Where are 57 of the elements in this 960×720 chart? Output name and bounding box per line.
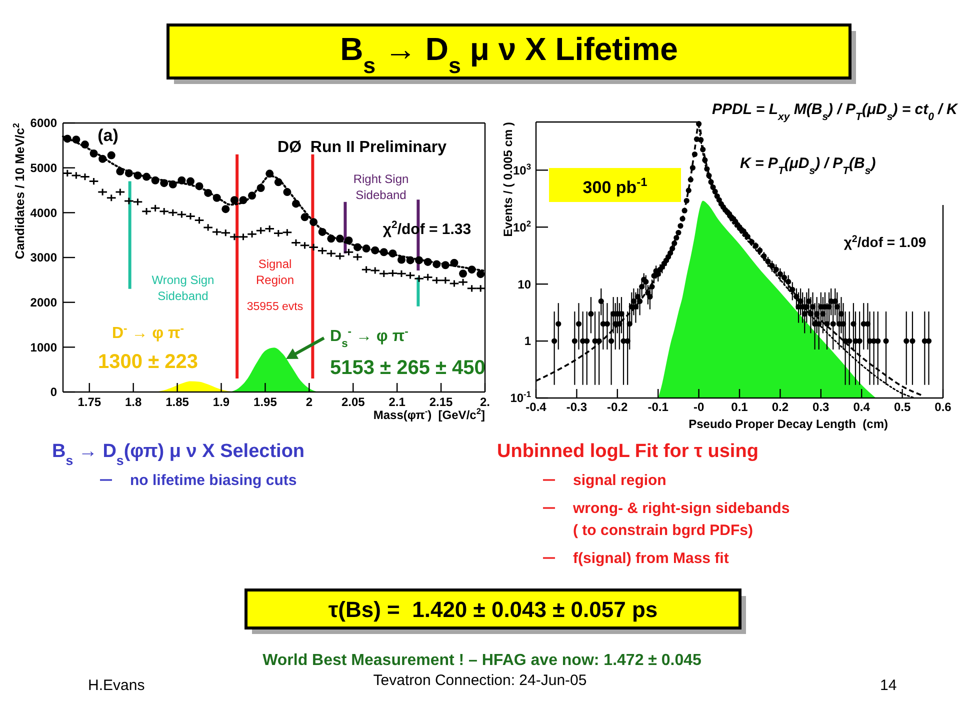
x-tick-label: 1.8	[124, 395, 142, 409]
annotation: 300 pb$^{-1}$	[582, 175, 648, 197]
y-tick-label: 1000	[30, 340, 58, 354]
x-tick-label: -0.3	[566, 400, 588, 414]
annotation: χ$^{2}$/dof = 1.09	[844, 234, 926, 250]
text: no lifetime biasing cuts	[130, 472, 297, 489]
text: wrong- & right-sign sidebands ( to constrain bgrd PDFs)	[572, 500, 790, 539]
text: K = P$_{T}$(μD$_{s}$) / P$_{T}$(B$_{s}$)	[740, 155, 876, 177]
x-tick-label: 0.3	[812, 400, 830, 414]
y-axis-title: Events / ( 0.005 cm )	[501, 122, 515, 237]
series-label: Wrong Sign Sideband	[152, 273, 214, 303]
text: H.Evans	[88, 677, 145, 694]
x-tick-label: 2.1	[388, 395, 406, 409]
x-tick-label: 0.5	[894, 400, 911, 414]
y-tick-label: 10	[518, 277, 532, 292]
x-axis-title: Mass(φπ$^{-}$) [GeV/c$^{2}$]	[373, 406, 485, 422]
text: Unbinned logL Fit for τ using	[497, 441, 758, 462]
y-tick-label: 1	[524, 334, 532, 348]
y-tick-label: 4000	[30, 206, 58, 220]
series-label: Signal Region 35955 evts	[246, 257, 304, 313]
text: B$_{s}$ → D$_{s}$ μ ν X Lifetime	[340, 31, 678, 78]
x-tick-label: 0.6	[934, 400, 952, 414]
x-tick-label: -0.2	[607, 400, 628, 414]
y-tick-label: 2000	[30, 296, 58, 310]
x-tick-label: 0.4	[853, 400, 870, 414]
series-label: Right Sign Sideband	[353, 172, 409, 202]
text: signal region	[573, 472, 666, 489]
text: τ(Bs) = 1.420 ± 0.043 ± 0.057 ps	[328, 597, 658, 622]
x-tick-label: 1.95	[254, 395, 278, 409]
y-tick-label: 5000	[30, 161, 58, 176]
x-tick-label: -0.1	[648, 400, 669, 414]
x-tick-label: 1.85	[166, 395, 190, 409]
y-tick-label: 10$^{2}$	[512, 218, 532, 234]
x-tick-label: 2	[306, 395, 313, 409]
text: f(signal) from Mass fit	[573, 550, 729, 567]
x-axis-title: Pseudo Proper Decay Length (cm)	[688, 417, 888, 431]
x-tick-label: 1.75	[78, 395, 102, 409]
y-tick-label: 6000	[30, 116, 58, 130]
x-tick-label: 1.9	[212, 395, 230, 409]
text: D$^{-}$ → φ π$^{-}$ 1300 ± 223	[98, 323, 198, 373]
text: World Best Measurement ! – HFAG ave now: 1.472 ± 0.045	[262, 652, 702, 669]
y-tick-label: 0	[50, 385, 58, 400]
x-tick-label: -0	[693, 400, 704, 414]
text: 14	[880, 677, 897, 694]
text: PPDL = L$_{xy}$ M(B$_{s}$) / P$_{T}$(μD$_{s}$) = ct$_{0}$ / K	[712, 101, 958, 123]
text: Tevatron Connection: 24-Jun-05	[373, 672, 587, 689]
text: B$_{s}$ → D$_{s}$(φπ) μ ν X Selection	[52, 441, 305, 468]
x-tick-label: 2.05	[341, 395, 366, 409]
x-tick-label: 2.	[480, 395, 490, 409]
x-tick-label: 0.2	[772, 400, 789, 414]
text: D$_{s}$$^{-}$ → φ π$^{-}$ 5153 ± 265 ± 450	[330, 326, 486, 379]
x-tick-label: 2.15	[429, 395, 454, 409]
annotation: DØ Run II Preliminary	[278, 139, 447, 156]
y-tick-label: 3000	[30, 250, 58, 265]
y-tick-label: 10$^{3}$	[512, 161, 532, 178]
annotation: (a)	[98, 126, 118, 145]
x-tick-label: 0.1	[731, 400, 748, 414]
